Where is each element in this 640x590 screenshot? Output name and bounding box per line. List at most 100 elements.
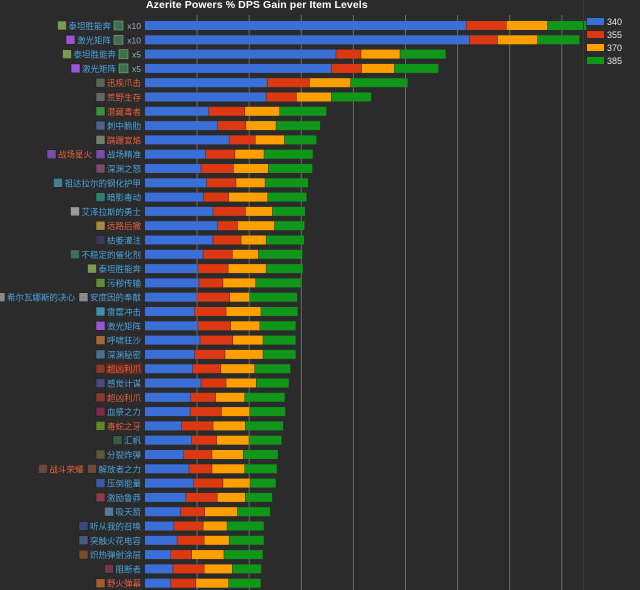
bar-segment-340	[145, 264, 198, 274]
bar-segment-370	[361, 63, 395, 73]
bar-segment-370	[212, 464, 245, 474]
power-name-label: 呼啸狂沙	[107, 336, 142, 347]
legend-swatch	[587, 18, 604, 25]
bar-segment-370	[233, 335, 263, 345]
power-icon	[95, 92, 106, 102]
bar-segment-355	[198, 321, 231, 331]
power-icon	[95, 578, 106, 588]
bar-segment-355	[171, 550, 192, 560]
bar-segment-385	[284, 135, 317, 145]
power-icon	[95, 220, 106, 231]
power-name-label: 远路后撤	[107, 221, 142, 232]
bar-segment-340	[145, 492, 186, 502]
bar-segment-355	[466, 21, 507, 30]
power-icon	[95, 278, 106, 288]
legend-label: 385	[607, 55, 623, 66]
bar-segment-385	[245, 464, 277, 474]
bar-segment-340	[145, 507, 181, 517]
bar-segment-340	[145, 149, 206, 159]
bar-segment-370	[217, 492, 246, 502]
bar-segment-340	[145, 335, 200, 345]
power-icon	[95, 120, 106, 131]
bar-segment-385	[263, 335, 296, 345]
power-icon	[95, 349, 106, 360]
power-icon	[65, 35, 76, 45]
power-icon	[95, 378, 106, 388]
bar-segment-355	[195, 349, 225, 359]
power-name-label: 刺中脆肋	[107, 121, 141, 132]
bar-segment-340	[145, 206, 213, 216]
bar-segment-385	[264, 149, 313, 159]
azerite-icon	[118, 63, 129, 74]
bar-segment-385	[547, 21, 587, 30]
bar-segment-340	[145, 178, 207, 188]
power-icon	[104, 564, 114, 574]
power-icon	[70, 206, 80, 217]
power-name-label: 突触火花电容	[90, 536, 142, 547]
bar-segment-340	[145, 78, 267, 88]
power-name-label: 战场精准	[107, 150, 142, 161]
bar-segment-385	[263, 349, 296, 359]
legend-swatch	[587, 31, 604, 38]
bar-segment-370	[191, 550, 224, 560]
bar-segment-385	[276, 121, 321, 131]
power-name-label: 听从我的召唤	[90, 522, 142, 533]
legend-label: 370	[607, 42, 623, 53]
bar-segment-370	[233, 164, 268, 173]
bar-segment-340	[145, 235, 213, 245]
bar-segment-385	[268, 164, 313, 173]
bar-segment-340	[145, 521, 174, 531]
legend-divider	[583, 0, 584, 590]
bar-segment-355	[200, 335, 233, 345]
bar-segment-340	[145, 307, 195, 316]
bar-segment-370	[226, 307, 261, 316]
legend-item-340: 340	[587, 15, 622, 28]
bar-segment-370	[223, 278, 256, 288]
power-icon	[104, 506, 114, 517]
bar-segment-370	[228, 264, 266, 274]
bar-segment-340	[145, 164, 201, 173]
bar-segment-370	[237, 221, 275, 231]
bar-segment-385	[245, 392, 285, 402]
power-icon	[95, 77, 106, 88]
power-icon	[95, 106, 106, 117]
bar-segment-385	[249, 292, 298, 302]
power-icon	[112, 435, 123, 445]
bar-segment-340	[145, 464, 189, 474]
power-name-label: 炽热弹射涂层	[90, 550, 141, 561]
power-name-label: 战场星火	[58, 150, 93, 161]
stack-count-label: x10	[127, 35, 141, 45]
bar-segment-370	[225, 349, 263, 359]
label-highlight	[106, 363, 142, 375]
bar-segment-355	[199, 278, 223, 288]
power-icon	[95, 421, 106, 431]
bar-segment-355	[198, 264, 228, 274]
stack-count-label: x10	[127, 21, 141, 31]
legend-item-355: 355	[587, 28, 622, 41]
bar-segment-340	[145, 292, 197, 302]
power-name-label: 分裂炸弹	[107, 450, 142, 461]
bar-segment-370	[309, 78, 351, 88]
power-name-label: 雷霆冲击	[107, 307, 141, 318]
power-icon	[95, 321, 106, 331]
legend-label: 355	[607, 29, 623, 40]
bar-segment-340	[145, 550, 171, 560]
bar-segment-370	[196, 578, 229, 588]
bar-segment-355	[181, 421, 213, 431]
bar-segment-355	[174, 521, 203, 531]
power-name-label: 激光矩阵	[107, 321, 142, 332]
power-icon	[70, 249, 80, 260]
bar-segment-355	[193, 478, 223, 488]
power-name-label: 战斗荣耀	[49, 464, 84, 475]
bar-segment-340	[145, 35, 470, 45]
bar-segment-385	[274, 221, 305, 231]
bar-segment-340	[145, 450, 184, 459]
power-icon	[95, 306, 106, 317]
power-icon	[95, 149, 106, 159]
power-icon	[95, 363, 106, 374]
bar-segment-355	[266, 92, 297, 102]
power-icon	[95, 406, 106, 417]
power-name-label: 超凶利爪	[107, 393, 142, 404]
bar-segment-385	[255, 278, 301, 288]
bar-segment-355	[213, 235, 241, 245]
